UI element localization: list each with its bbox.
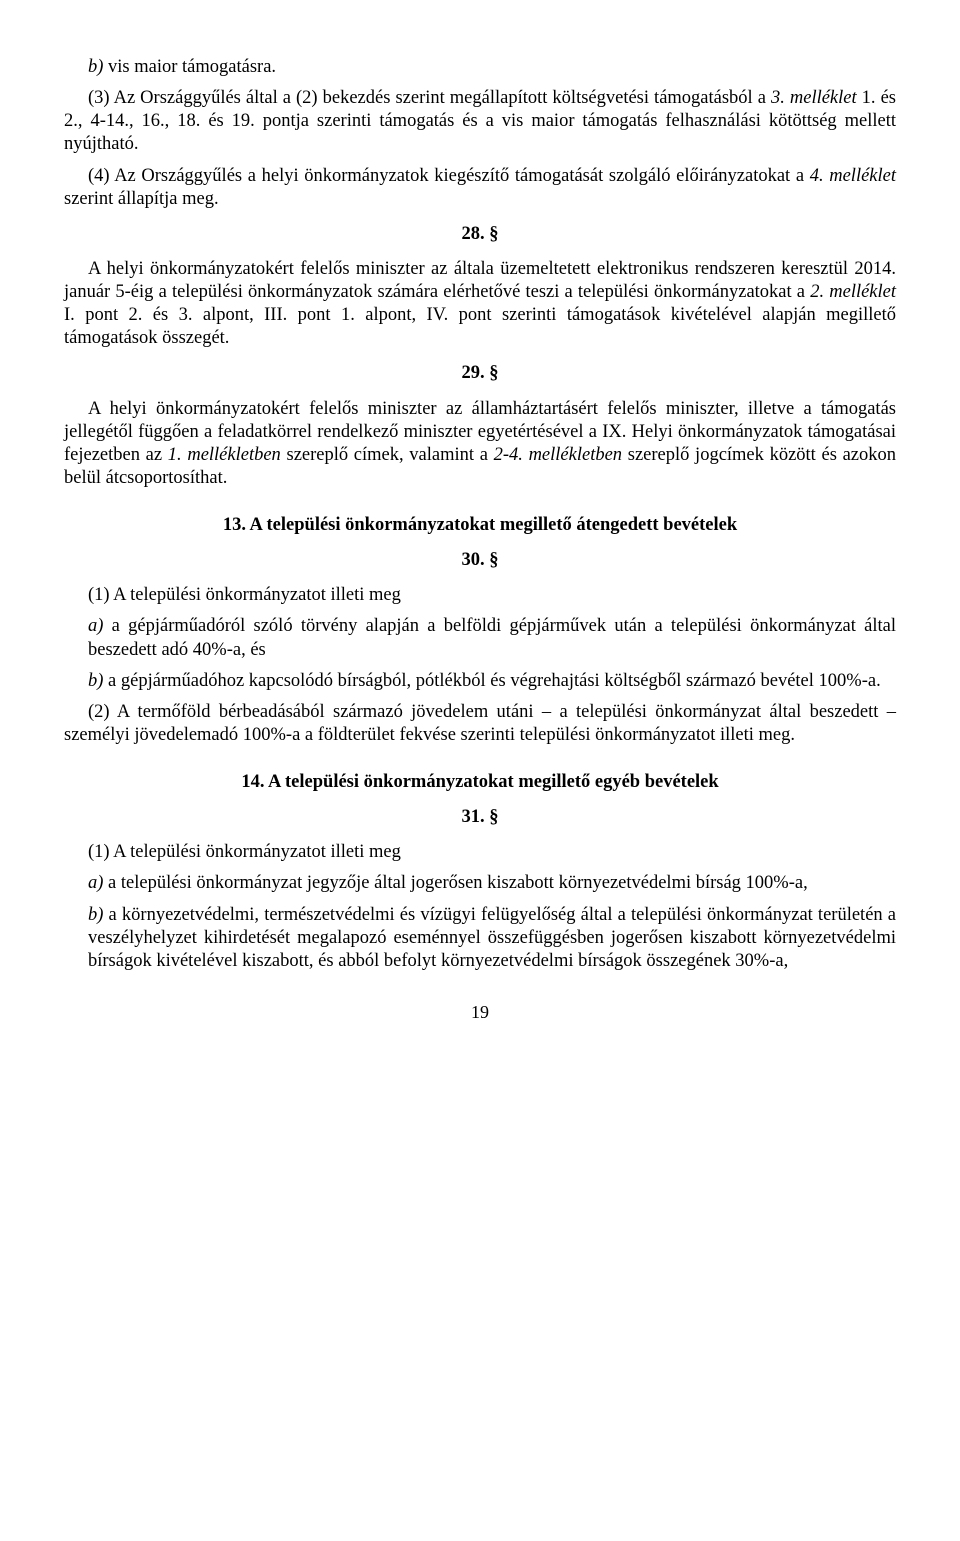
- paragraph-31-1-b: b) a környezetvédelmi, természetvédelmi …: [64, 904, 896, 973]
- section-30: 30. §: [64, 549, 896, 572]
- paragraph-29-body: A helyi önkormányzatokért felelős minisz…: [64, 398, 896, 491]
- paragraph-30-1-a: a) a gépjárműadóról szóló törvény alapjá…: [64, 615, 896, 661]
- paragraph-30-1-intro: (1) A települési önkormányzatot illeti m…: [64, 584, 896, 607]
- paragraph-31-1-a: a) a települési önkormányzat jegyzője ál…: [64, 872, 896, 895]
- heading-14: 14. A települési önkormányzatokat megill…: [64, 771, 896, 794]
- paragraph-30-1-b: b) a gépjárműadóhoz kapcsolódó bírságból…: [64, 670, 896, 693]
- heading-13: 13. A települési önkormányzatokat megill…: [64, 514, 896, 537]
- paragraph-3: (3) Az Országgyűlés által a (2) bekezdés…: [64, 87, 896, 156]
- paragraph-4: (4) Az Országgyűlés a helyi önkormányzat…: [64, 165, 896, 211]
- page-number: 19: [64, 1001, 896, 1024]
- section-28: 28. §: [64, 223, 896, 246]
- section-29: 29. §: [64, 362, 896, 385]
- paragraph-28-body: A helyi önkormányzatokért felelős minisz…: [64, 258, 896, 351]
- list-item-b: b) vis maior támogatásra.: [64, 56, 896, 79]
- section-31: 31. §: [64, 806, 896, 829]
- paragraph-31-1-intro: (1) A települési önkormányzatot illeti m…: [64, 841, 896, 864]
- paragraph-30-2: (2) A termőföld bérbeadásából származó j…: [64, 701, 896, 747]
